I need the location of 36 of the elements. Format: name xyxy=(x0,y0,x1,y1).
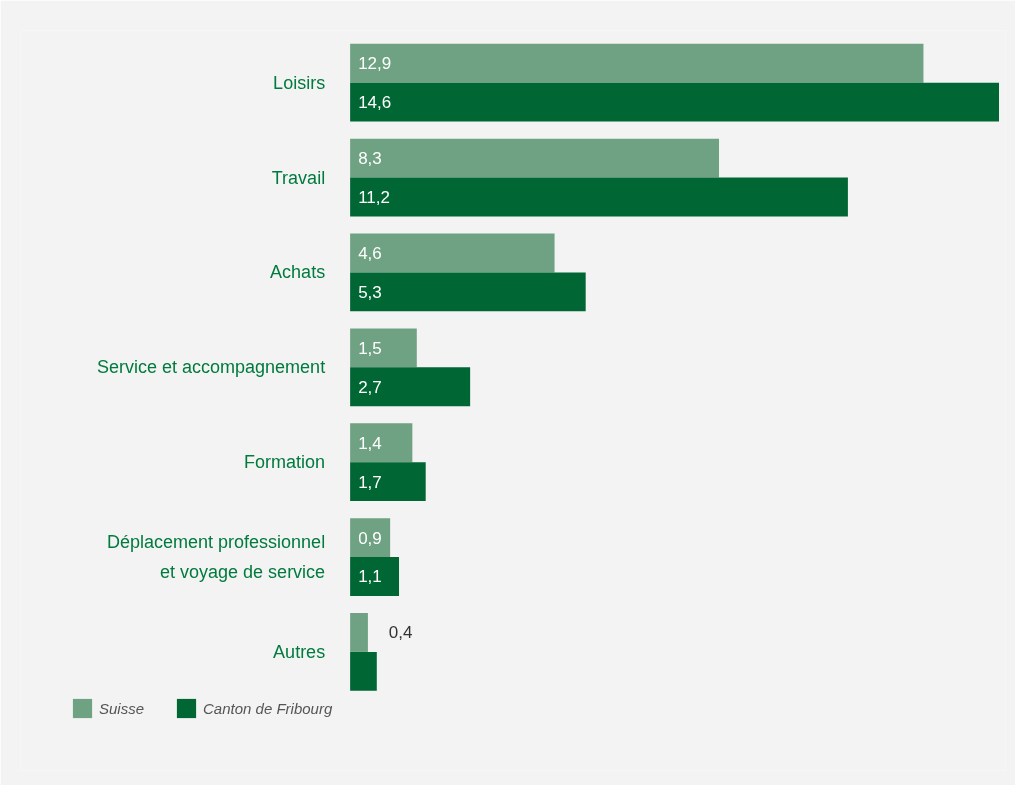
data-label: 1,1 xyxy=(358,567,382,587)
data-label: 2,7 xyxy=(358,377,382,397)
data-label: 8,3 xyxy=(358,149,382,169)
legend-label: Canton de Fribourg xyxy=(203,699,333,717)
bar xyxy=(350,43,924,83)
bar xyxy=(350,518,391,558)
bar xyxy=(350,233,555,273)
data-label: 12,9 xyxy=(358,54,392,74)
bar xyxy=(350,462,426,502)
y-tick-label: Travail xyxy=(271,167,326,188)
bar xyxy=(350,651,377,691)
y-tick-label: Autres xyxy=(273,641,326,662)
data-label: 1,7 xyxy=(358,472,382,492)
y-tick-label: Loisirs xyxy=(273,72,326,93)
bar xyxy=(350,557,400,596)
data-label: 5,3 xyxy=(358,282,382,302)
data-label: 11,2 xyxy=(358,188,390,207)
bar xyxy=(350,423,413,463)
y-tick-label: Service et accompagnement xyxy=(97,357,326,378)
bar xyxy=(350,613,368,652)
y-tick-label: Formation xyxy=(244,452,326,473)
bar xyxy=(350,82,1000,122)
data-label: 4,6 xyxy=(358,243,382,263)
y-tick-label: Déplacement professionnel et voyage de service xyxy=(107,532,326,583)
data-label: 0,9 xyxy=(358,528,382,548)
bar xyxy=(350,272,586,312)
data-label: 0,4 xyxy=(388,623,413,643)
bar xyxy=(350,138,720,178)
bar xyxy=(350,177,848,217)
bar xyxy=(350,328,417,368)
data-label: 1,5 xyxy=(358,338,382,358)
legend-label: Suisse xyxy=(99,699,145,717)
bar xyxy=(350,367,471,407)
data-label: 14,6 xyxy=(358,93,392,113)
data-label: 1,4 xyxy=(358,433,382,453)
y-tick-label: Achats xyxy=(270,262,326,283)
